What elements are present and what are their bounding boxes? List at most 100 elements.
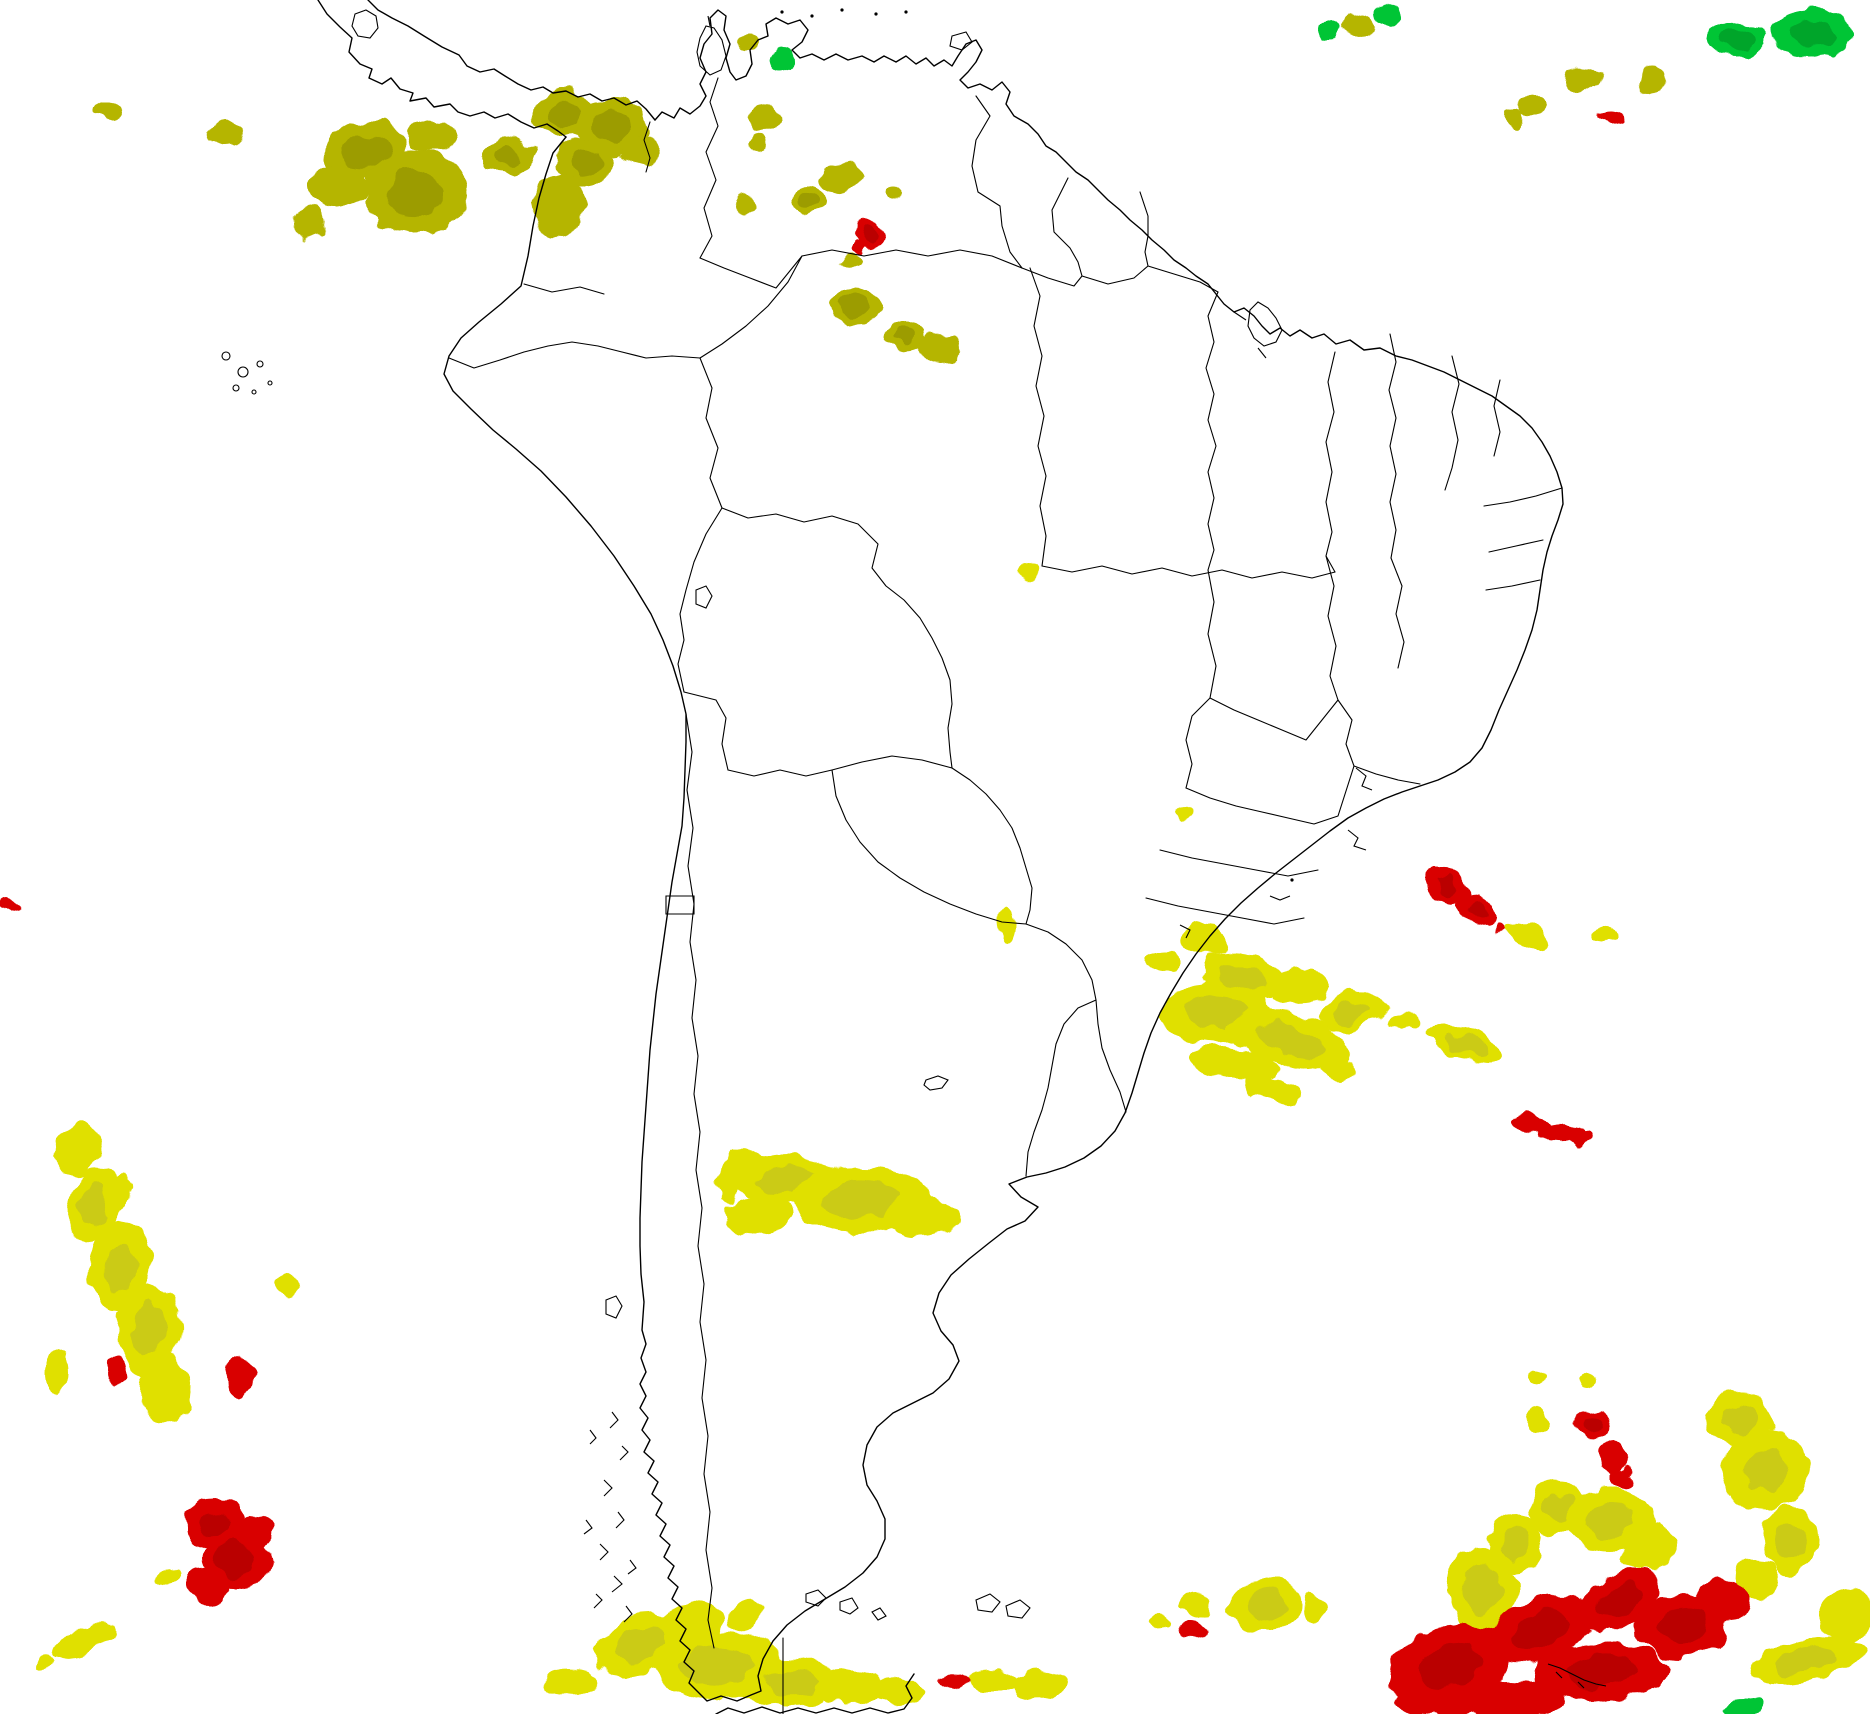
state-border (1337, 699, 1355, 767)
state-border (1185, 697, 1211, 789)
weather-cell-sw-red-big (185, 1500, 271, 1604)
weather-cell-atl-n-red-dash (1595, 111, 1625, 123)
state-border (1325, 351, 1336, 573)
border-colombia-brazil (699, 255, 803, 359)
weather-cell-pacific-nw-4 (310, 120, 467, 234)
weather-cell-orinoco-red (854, 217, 884, 255)
weather-cell-llanos-group (734, 166, 906, 216)
state-border (1353, 765, 1421, 785)
state-border (1159, 849, 1319, 877)
islands-layer (221, 8, 1607, 1689)
galapagos-island (237, 366, 249, 378)
chilean-archipelago (583, 1411, 637, 1623)
weather-cell-venezuela-nw (738, 32, 762, 50)
border-uruguay-argentina (1025, 999, 1097, 1177)
coastline-layer (317, 0, 1564, 1714)
weather-cell-rio-yellow-far (1592, 926, 1620, 944)
weather-cell-atl-n-green-2 (1374, 1, 1402, 27)
weather-cell-orinoco-tail (841, 255, 863, 269)
coastline-south-america (443, 9, 1564, 1702)
magellan-islands (805, 1589, 887, 1621)
weather-cell-sao-paulo-dot (1171, 805, 1189, 819)
weather-cell-pacific-nw-3 (294, 204, 326, 240)
border-colombia-venezuela (699, 77, 719, 259)
weather-cell-argentina-band (715, 1147, 960, 1236)
border-guianas-brazil (1021, 265, 1219, 293)
weather-cell-sw-yellow-dash (274, 1276, 300, 1298)
border-panama-colombia (643, 121, 651, 173)
border-bolivia-chile (677, 613, 729, 771)
border-argentina-brazil (1025, 923, 1097, 1001)
falkland-east (1005, 1599, 1031, 1619)
weather-cell-sbrazil-complex (1145, 924, 1386, 1103)
caribbean-island (904, 10, 908, 14)
state-border (1388, 333, 1397, 559)
state-border (1485, 579, 1541, 591)
state-border (1483, 487, 1563, 507)
reservoir-rect (665, 895, 695, 915)
border-peru-colombia (621, 351, 701, 359)
weather-cell-atl-n-olive-2 (1500, 95, 1544, 129)
border-paraguay-brazil (951, 767, 1033, 925)
weather-cell-satl-y-2 (1179, 1595, 1213, 1617)
weather-cell-sw-yellow-small (156, 1569, 180, 1585)
border-ecuador-peru (448, 341, 623, 369)
weather-cell-satl-y-5 (1527, 1371, 1597, 1433)
state-borders-layer (1029, 267, 1563, 925)
border-peru-bolivia (679, 507, 723, 615)
coastline-central-america-caribbean (367, 0, 656, 121)
state-border (1325, 555, 1339, 701)
caribbean-island (874, 12, 878, 16)
galapagos-island (221, 351, 231, 361)
weather-cell-sw-pacific-small (45, 1347, 69, 1397)
lake-maracaibo-outline (696, 15, 727, 76)
caribbean-island (780, 10, 784, 14)
falkland-west (975, 1593, 1001, 1613)
state-border (1207, 569, 1217, 699)
trinidad-outline (949, 31, 973, 51)
state-border (1488, 539, 1544, 553)
state-border (1493, 379, 1501, 457)
river-squiggle (1179, 767, 1373, 939)
weather-cell-satl-red-dash-2 (1179, 1622, 1205, 1638)
weather-cell-satl-red-snake (1575, 1409, 1633, 1488)
weather-cell-guaviare-1 (829, 289, 881, 325)
weather-cell-atl-n-olive-4 (1638, 65, 1666, 95)
weather-cell-atl-n-olive-1 (1345, 15, 1375, 39)
border-venezuela-brazil (801, 249, 1023, 269)
weather-cell-atl-n-green-1 (1320, 20, 1344, 40)
weather-cell-offshore-streaks (1388, 1012, 1505, 1063)
weather-cell-pacific-nw-5 (482, 135, 534, 175)
weather-cell-atl-red-dash (1512, 1112, 1593, 1146)
border-colombia-ecuador (523, 283, 605, 295)
weather-cell-sw-edge-red (0, 896, 21, 914)
state-border (1209, 697, 1339, 741)
weather-cell-panama-colombia (532, 89, 660, 235)
weather-cell-satl-y-4 (1303, 1594, 1327, 1624)
weather-cell-patagonia-mass (544, 1601, 924, 1706)
lake-nicaragua-outline (351, 9, 379, 39)
country-borders-layer (448, 77, 1219, 1714)
weather-cell-satl-yellow-edge (1750, 1590, 1870, 1683)
state-border (1041, 565, 1336, 579)
border-guyana-suriname (1051, 177, 1083, 277)
border-peru-brazil (699, 357, 723, 509)
border-bolivia-brazil (721, 507, 953, 769)
galapagos-island (267, 380, 273, 386)
weather-cell-satl-mass-west (1448, 1482, 1677, 1649)
weather-cell-atl-n-olive-3 (1565, 66, 1599, 94)
state-border (1390, 557, 1405, 669)
state-border (1205, 291, 1219, 571)
weather-cell-rio-yellow-tail (1507, 922, 1549, 950)
galapagos-island (232, 384, 240, 392)
weather-cell-rio-red (1428, 867, 1508, 933)
chiloe-island (605, 1295, 623, 1319)
border-bolivia-paraguay-argentina (727, 755, 953, 777)
weather-cell-pacific-nw-1 (95, 100, 121, 120)
weather-cell-sw-pacific-band (56, 1123, 189, 1426)
border-suriname-frenchguiana (1139, 191, 1149, 267)
weather-cell-satl-y-3 (1229, 1578, 1301, 1632)
